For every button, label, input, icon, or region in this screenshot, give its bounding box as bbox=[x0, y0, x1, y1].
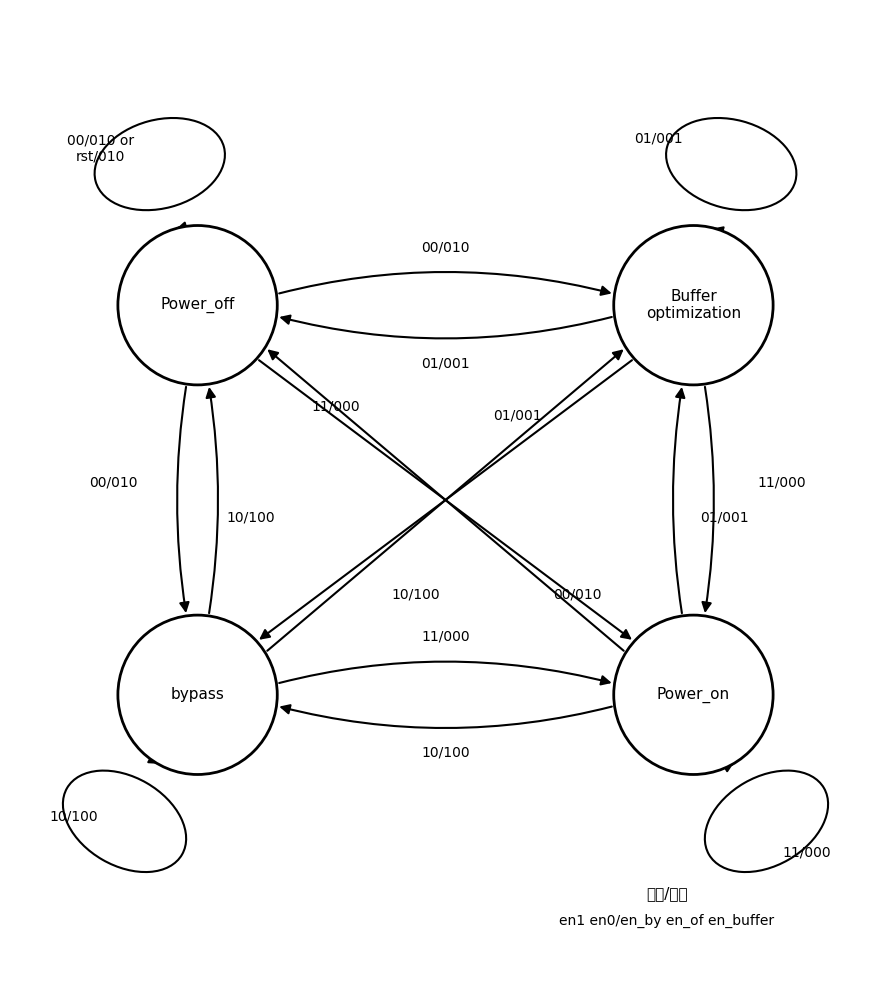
Text: 输入/输出: 输入/输出 bbox=[646, 887, 688, 902]
Circle shape bbox=[614, 615, 773, 774]
Text: 01/001: 01/001 bbox=[421, 356, 470, 370]
Text: 00/010: 00/010 bbox=[553, 588, 601, 602]
Text: 00/010: 00/010 bbox=[421, 240, 470, 254]
Text: 01/001: 01/001 bbox=[634, 132, 683, 146]
Text: Buffer
optimization: Buffer optimization bbox=[646, 289, 741, 321]
Text: 10/100: 10/100 bbox=[226, 511, 275, 525]
Text: 01/001: 01/001 bbox=[494, 408, 542, 422]
Text: Power_on: Power_on bbox=[657, 687, 730, 703]
Text: 11/000: 11/000 bbox=[311, 400, 360, 414]
Circle shape bbox=[118, 226, 277, 385]
Text: 11/000: 11/000 bbox=[782, 845, 830, 859]
Circle shape bbox=[118, 615, 277, 774]
Text: Power_off: Power_off bbox=[160, 297, 234, 313]
Text: 10/100: 10/100 bbox=[391, 588, 439, 602]
Text: 00/010 or
rst/010: 00/010 or rst/010 bbox=[67, 133, 134, 164]
Text: 10/100: 10/100 bbox=[421, 746, 470, 760]
Text: 01/001: 01/001 bbox=[700, 511, 748, 525]
Text: 10/100: 10/100 bbox=[49, 810, 98, 824]
Text: 11/000: 11/000 bbox=[757, 475, 806, 489]
Text: en1 en0/en_by en_of en_buffer: en1 en0/en_by en_of en_buffer bbox=[560, 914, 774, 928]
Text: 11/000: 11/000 bbox=[421, 630, 470, 644]
Circle shape bbox=[614, 226, 773, 385]
Text: 00/010: 00/010 bbox=[89, 475, 138, 489]
Text: bypass: bypass bbox=[171, 687, 225, 702]
